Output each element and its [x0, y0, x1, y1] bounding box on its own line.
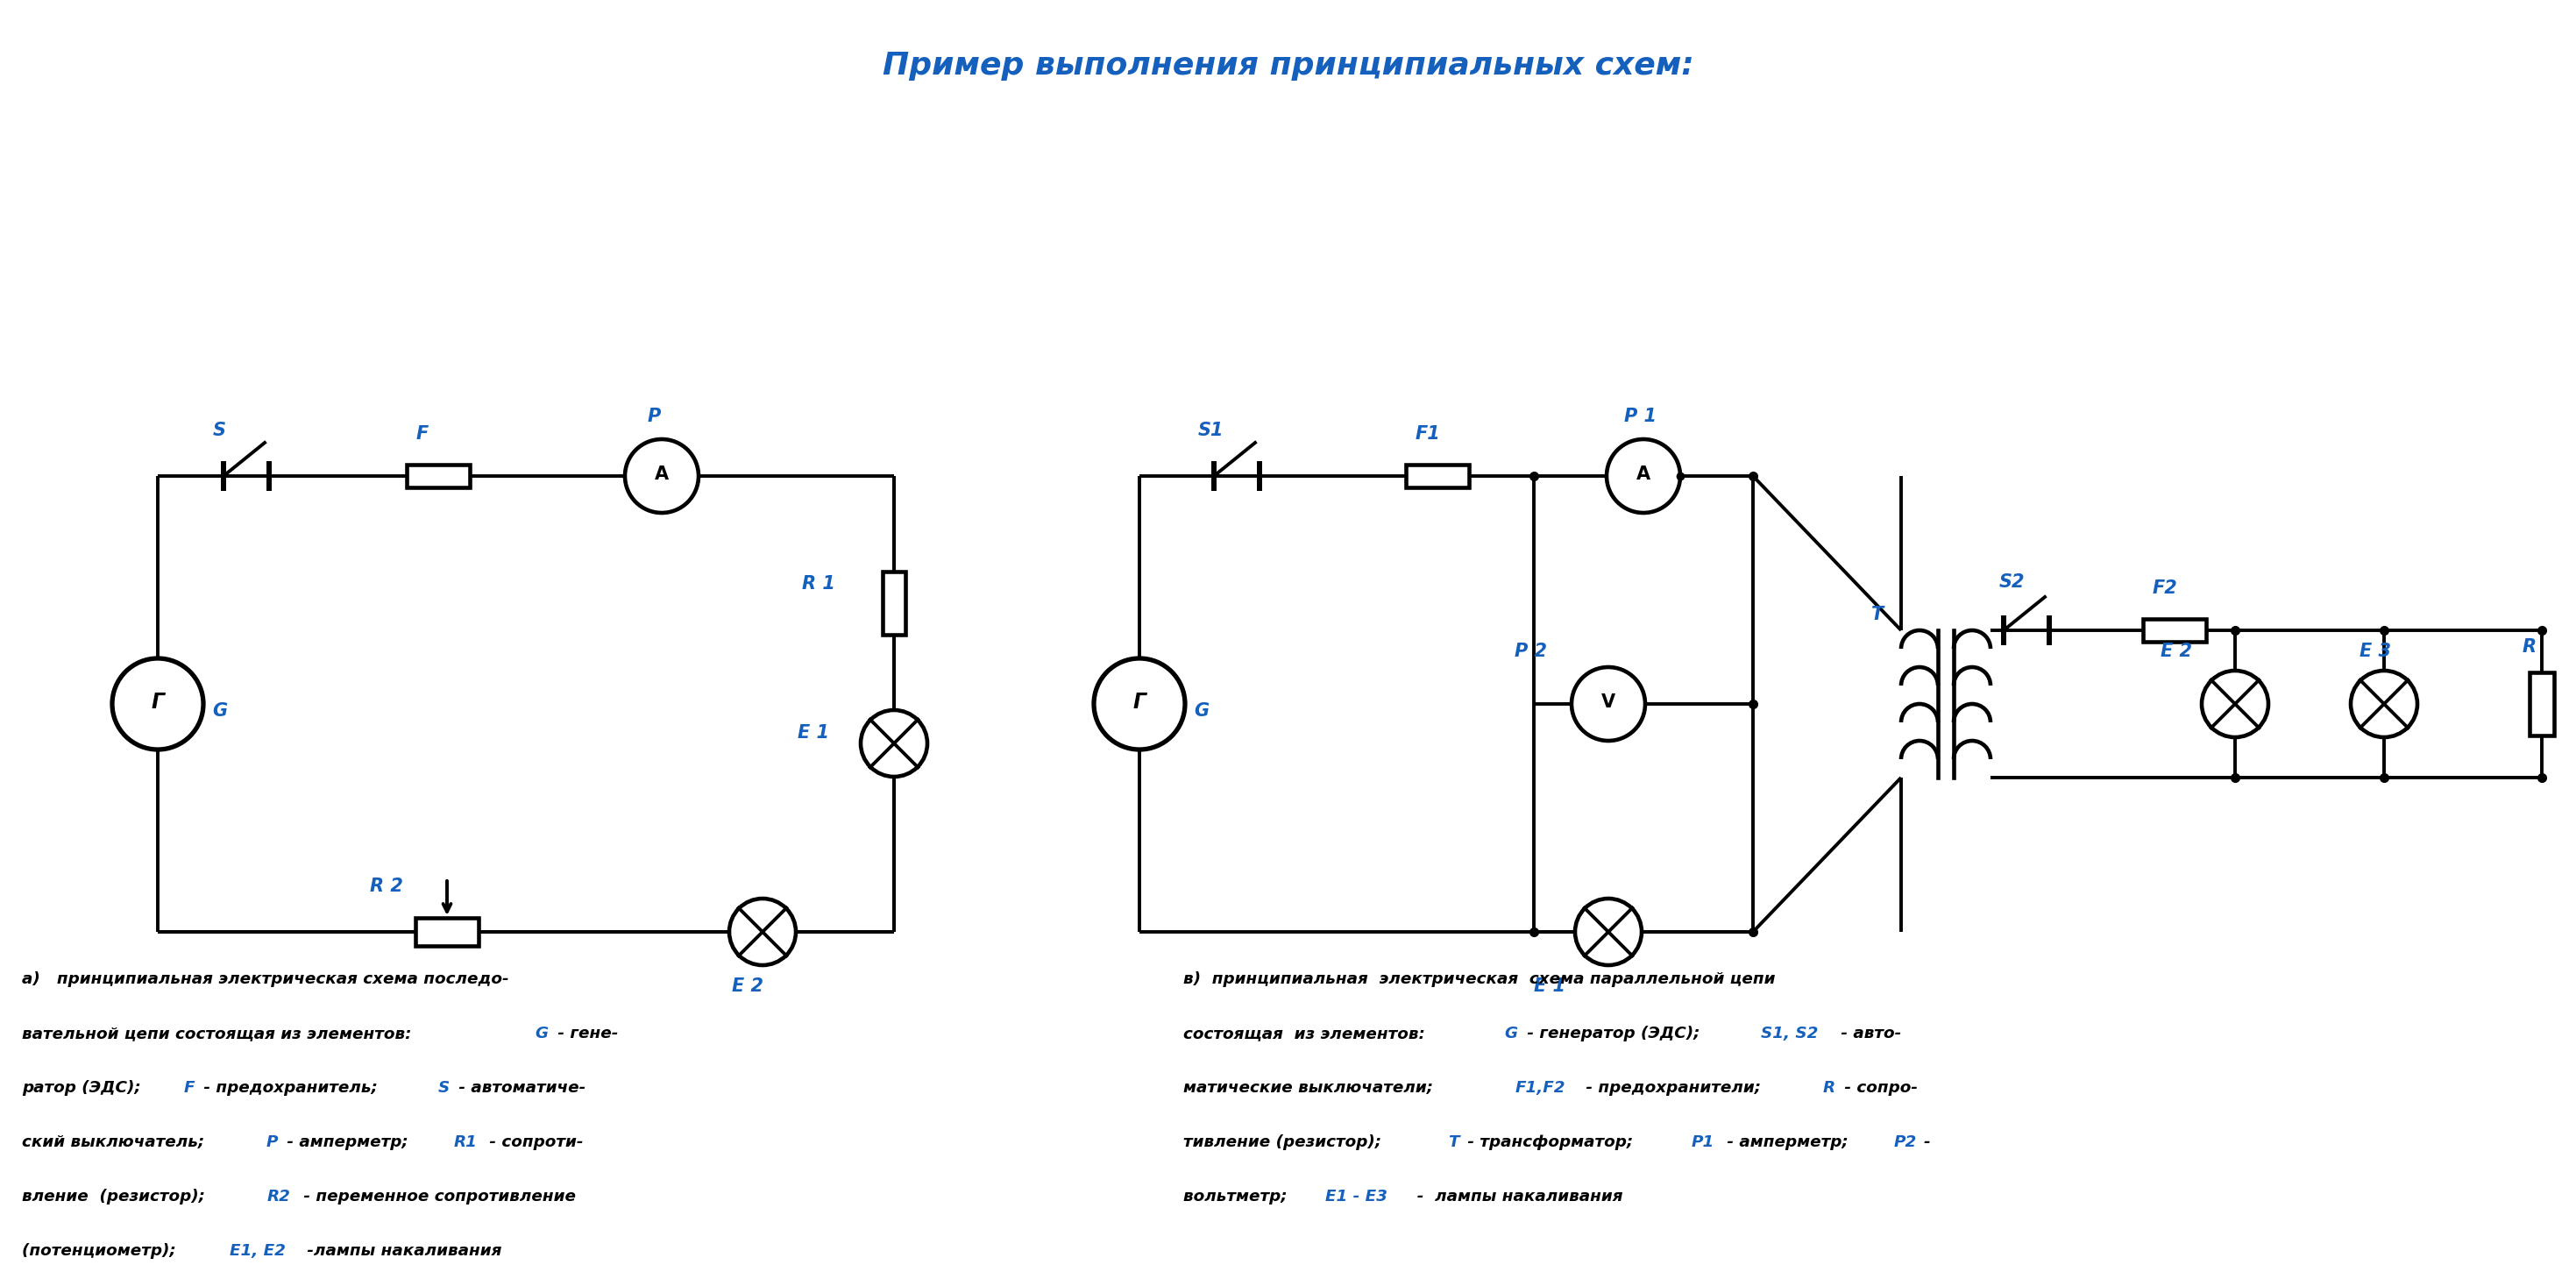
Text: T: T [1448, 1135, 1458, 1150]
Text: S1: S1 [1198, 421, 1224, 439]
Text: R 1: R 1 [801, 576, 835, 592]
Text: G: G [1193, 702, 1208, 720]
Text: G: G [1504, 1026, 1517, 1041]
Text: R 2: R 2 [371, 878, 402, 896]
Text: - генератор (ЭДС);: - генератор (ЭДС); [1522, 1026, 1705, 1041]
Text: F1: F1 [1417, 425, 1440, 443]
Text: E1 - E3: E1 - E3 [1327, 1189, 1388, 1204]
Text: S: S [214, 421, 227, 439]
Text: вательной цепи состоящая из элементов:: вательной цепи состоящая из элементов: [23, 1026, 417, 1041]
Text: P1: P1 [1692, 1135, 1716, 1150]
Text: в)  принципиальная  электрическая  схема параллельной цепи: в) принципиальная электрическая схема па… [1182, 972, 1775, 987]
Circle shape [860, 710, 927, 777]
Text: F: F [183, 1080, 196, 1095]
Bar [2143, 619, 2205, 641]
Text: ский выключатель;: ский выключатель; [23, 1135, 211, 1150]
Text: A: A [654, 466, 670, 483]
Text: F2: F2 [2154, 579, 2177, 597]
Text: - амперметр;: - амперметр; [1721, 1135, 1855, 1150]
Text: - автоматиче-: - автоматиче- [453, 1080, 585, 1095]
Text: -: - [1924, 1135, 1929, 1150]
Text: R1: R1 [453, 1135, 477, 1150]
Bar [415, 918, 479, 946]
Text: P2: P2 [1893, 1135, 1917, 1150]
Text: E 1: E 1 [1533, 978, 1566, 996]
Circle shape [1571, 667, 1646, 741]
Text: P 2: P 2 [1515, 643, 1548, 660]
Circle shape [729, 898, 796, 965]
Text: -лампы накаливания: -лампы накаливания [301, 1243, 502, 1259]
Text: вление  (резистор);: вление (резистор); [23, 1189, 211, 1204]
Text: - гене-: - гене- [551, 1026, 618, 1041]
Text: F: F [417, 425, 428, 443]
Text: - предохранитель;: - предохранитель; [198, 1080, 384, 1095]
Text: Г: Г [152, 692, 165, 712]
Text: S2: S2 [1999, 573, 2025, 591]
Text: P: P [647, 407, 662, 425]
Text: вольтметр;: вольтметр; [1182, 1189, 1293, 1204]
Text: P 1: P 1 [1623, 407, 1656, 425]
Text: - авто-: - авто- [1834, 1026, 1901, 1041]
Text: E 2: E 2 [732, 978, 762, 996]
Text: F1,F2: F1,F2 [1515, 1080, 1566, 1095]
Text: - переменное сопротивление: - переменное сопротивление [299, 1189, 574, 1204]
Text: Пример выполнения принципиальных схем:: Пример выполнения принципиальных схем: [884, 51, 1695, 81]
Text: - предохранители;: - предохранители; [1582, 1080, 1767, 1095]
Text: T: T [1870, 606, 1883, 624]
Text: G: G [211, 702, 227, 720]
Text: а)   принципиальная электрическая схема последо-: а) принципиальная электрическая схема по… [23, 972, 510, 987]
Text: - амперметр;: - амперметр; [281, 1135, 415, 1150]
Text: E 2: E 2 [2161, 643, 2192, 660]
Text: R: R [2522, 639, 2537, 655]
Text: R2: R2 [268, 1189, 291, 1204]
Text: (потенциометр);: (потенциометр); [23, 1243, 180, 1259]
Circle shape [2352, 670, 2416, 737]
Bar [407, 464, 469, 487]
Text: - сопроти-: - сопроти- [484, 1135, 585, 1150]
Text: S1, S2: S1, S2 [1759, 1026, 1819, 1041]
Circle shape [2202, 670, 2269, 737]
Text: состоящая  из элементов:: состоящая из элементов: [1182, 1026, 1430, 1041]
Text: P: P [265, 1135, 278, 1150]
Text: R: R [1821, 1080, 1834, 1095]
Text: S: S [438, 1080, 451, 1095]
Text: - трансформатор;: - трансформатор; [1463, 1135, 1638, 1150]
Text: - сопро-: - сопро- [1839, 1080, 1917, 1095]
Text: E 3: E 3 [2360, 643, 2391, 660]
Text: -  лампы накаливания: - лампы накаливания [1406, 1189, 1623, 1204]
Bar [884, 572, 904, 635]
Circle shape [626, 439, 698, 512]
Bar [1406, 464, 1468, 487]
Bar [2530, 673, 2553, 735]
Text: E1, E2: E1, E2 [229, 1243, 286, 1259]
Text: ратор (ЭДС);: ратор (ЭДС); [23, 1080, 147, 1095]
Circle shape [1607, 439, 1680, 512]
Text: Г: Г [1133, 692, 1146, 712]
Text: G: G [536, 1026, 549, 1041]
Text: A: A [1636, 466, 1651, 483]
Text: V: V [1602, 693, 1615, 711]
Circle shape [1574, 898, 1641, 965]
Text: тивление (резистор);: тивление (резистор); [1182, 1135, 1386, 1150]
Text: матические выключатели;: матические выключатели; [1182, 1080, 1440, 1095]
Text: E 1: E 1 [799, 724, 829, 741]
